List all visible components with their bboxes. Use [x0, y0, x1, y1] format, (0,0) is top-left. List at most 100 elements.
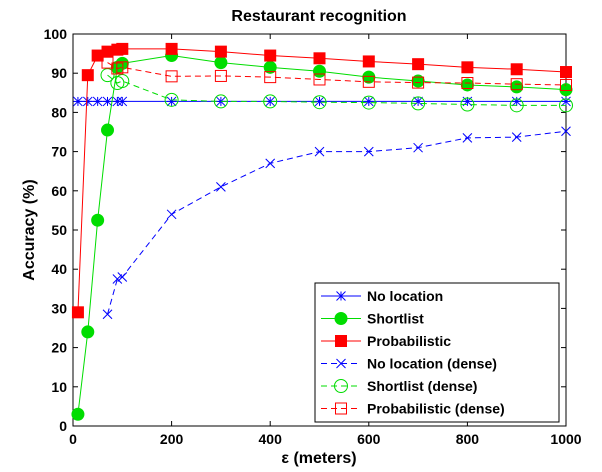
data-point — [71, 407, 85, 421]
marker-stroke — [102, 309, 113, 320]
marker-stroke — [413, 142, 423, 153]
marker-stroke — [314, 146, 325, 157]
marker-stroke — [265, 96, 276, 107]
data-point — [81, 325, 95, 339]
data-point — [165, 42, 178, 55]
y-tick-label: 80 — [51, 104, 67, 120]
legend-marker — [334, 312, 348, 325]
data-point — [214, 45, 227, 58]
marker-stroke — [511, 132, 522, 142]
data-point — [101, 45, 114, 58]
data-point — [117, 272, 128, 282]
marker-stroke — [511, 96, 522, 107]
data-point — [101, 123, 115, 137]
legend-item-1: Shortlist — [321, 311, 424, 327]
marker-stroke — [117, 96, 128, 107]
data-point — [510, 63, 523, 76]
marker-stroke — [216, 96, 226, 107]
series-4 — [100, 68, 573, 113]
data-point — [213, 94, 228, 109]
marker-stroke — [216, 182, 226, 192]
series-0 — [73, 96, 571, 107]
legend-marker — [334, 379, 348, 393]
legend: No location Shortlist Probabilistic No loca… — [314, 282, 560, 423]
legend-label: Shortlist — [367, 311, 424, 327]
data-point — [116, 42, 129, 55]
data-point — [71, 306, 84, 319]
series-line — [107, 74, 566, 106]
data-point — [461, 61, 474, 74]
marker-stroke — [166, 96, 177, 107]
data-point — [462, 133, 473, 143]
data-point — [214, 56, 228, 70]
chart-title: Restaurant recognition — [231, 8, 406, 25]
data-point — [314, 96, 325, 107]
marker-stroke — [336, 291, 346, 301]
y-tick-label: 90 — [51, 65, 67, 81]
y-tick-label: 40 — [51, 261, 67, 277]
data-point — [560, 66, 572, 79]
marker-stroke — [92, 96, 103, 107]
data-point — [102, 96, 113, 107]
data-point — [313, 64, 326, 78]
data-point — [460, 97, 475, 112]
series-3 — [102, 126, 571, 320]
y-tick-label: 100 — [44, 26, 68, 42]
data-point — [560, 78, 572, 91]
legend-item-5: Probabilistic (dense) — [321, 401, 505, 417]
data-point — [413, 96, 423, 107]
data-point — [91, 213, 105, 227]
data-point — [117, 96, 128, 107]
data-point — [363, 96, 374, 107]
data-point — [92, 96, 103, 107]
data-point — [461, 77, 474, 89]
legend-marker — [336, 358, 346, 369]
data-point — [111, 62, 124, 75]
data-point — [362, 75, 375, 88]
legend-label: No location — [367, 288, 443, 304]
marker-stroke — [314, 96, 325, 107]
data-point — [81, 69, 94, 82]
data-point — [411, 96, 426, 111]
data-point — [561, 126, 571, 137]
data-point — [412, 76, 425, 89]
marker-stroke — [102, 96, 113, 107]
y-tick-label: 30 — [51, 300, 67, 316]
legend-marker — [335, 402, 347, 415]
y-tick-label: 50 — [51, 222, 67, 238]
legend-label: Probabilistic (dense) — [367, 401, 505, 417]
data-point — [412, 58, 425, 71]
data-point — [362, 55, 375, 68]
data-point — [115, 74, 130, 89]
marker-stroke — [112, 96, 123, 107]
data-point — [314, 146, 325, 157]
data-point — [362, 70, 376, 84]
series-1 — [71, 49, 573, 421]
y-axis-title: Accuracy (%) — [21, 179, 38, 280]
series-5 — [101, 56, 572, 91]
x-tick-label: 400 — [259, 431, 283, 447]
marker-stroke — [117, 272, 128, 282]
marker-stroke — [82, 96, 93, 107]
data-point — [511, 132, 522, 142]
data-point — [100, 68, 115, 83]
data-point — [559, 83, 573, 97]
legend-item-4: Shortlist (dense) — [321, 378, 477, 394]
data-point — [509, 98, 524, 113]
data-point — [102, 309, 113, 320]
data-point — [164, 92, 179, 107]
data-point — [166, 209, 177, 220]
series-line — [107, 62, 567, 86]
y-tick-label: 70 — [51, 144, 67, 160]
data-point — [363, 146, 374, 157]
data-point — [165, 70, 178, 83]
data-point — [312, 95, 327, 110]
legend-item-3: No location (dense) — [321, 356, 497, 372]
data-point — [313, 73, 326, 86]
y-tick-label: 0 — [59, 418, 67, 434]
data-point — [511, 96, 522, 107]
data-point — [265, 158, 276, 169]
marker-stroke — [561, 126, 571, 137]
data-point — [216, 182, 226, 192]
